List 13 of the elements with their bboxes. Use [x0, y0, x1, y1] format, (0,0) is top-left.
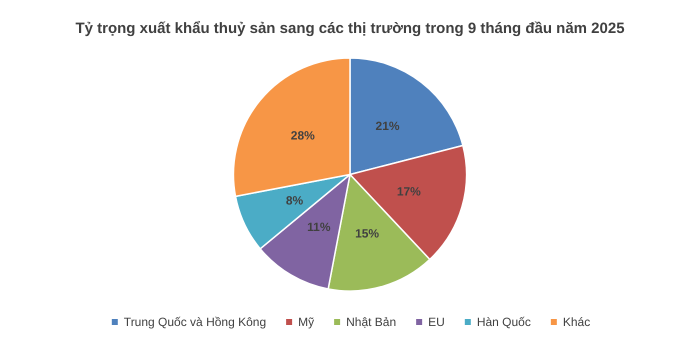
data-label: 15%: [355, 226, 380, 240]
legend-label: Khác: [562, 315, 590, 329]
legend-label: Nhật Bản: [346, 315, 396, 329]
chart-title: Tỷ trọng xuất khẩu thuỷ sản sang các thị trường trong 9 tháng đầu năm 2025: [75, 20, 625, 37]
legend-label: Trung Quốc và Hồng Kông: [124, 315, 266, 329]
data-label: 8%: [286, 194, 304, 208]
data-label: 17%: [396, 184, 422, 199]
legend-label: Hàn Quốc: [476, 315, 531, 329]
legend-label: EU: [428, 315, 445, 329]
legend-label: Mỹ: [298, 315, 314, 329]
data-label: 28%: [290, 128, 316, 142]
data-label: 21%: [376, 119, 400, 134]
data-label: 11%: [307, 220, 331, 234]
